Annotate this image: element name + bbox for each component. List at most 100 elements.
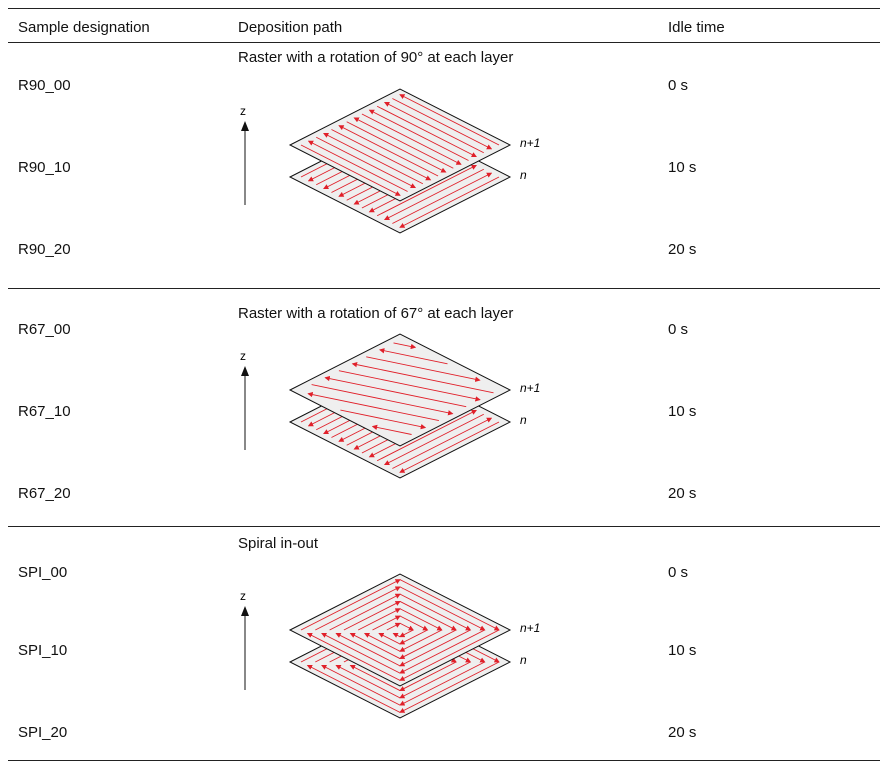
deposition-diagram-raster-90: z n+1 n: [240, 88, 540, 234]
toolpath-segment: [378, 632, 401, 645]
toolpath-segment: [338, 370, 481, 402]
toolpath-segment: [335, 664, 401, 699]
z-axis-arrowhead: [241, 366, 249, 376]
toolpath-segment: [376, 164, 477, 217]
deposition-diagram-raster-67: z n+1 n: [240, 333, 540, 479]
toolpath-segment: [399, 579, 500, 631]
idle-cell: 10 s: [668, 403, 697, 420]
toolpath-segment: [399, 629, 428, 645]
idle-cell: 10 s: [668, 159, 697, 176]
toolpath-segment: [383, 413, 484, 466]
toolpath-segment: [343, 601, 401, 631]
idle-cell: 0 s: [668, 564, 689, 581]
toolpath-segment: [329, 593, 401, 631]
sample-cell: R90_20: [18, 241, 71, 258]
idle-cell: 10 s: [668, 642, 697, 659]
toolpath-segment: [383, 101, 484, 154]
toolpath-segment: [340, 409, 427, 430]
toolpath-segment: [306, 632, 401, 681]
toolpath-segment: [307, 391, 439, 422]
toolpath-segment: [323, 132, 424, 185]
toolpath-segment: [351, 362, 494, 394]
toolpath-segment: [399, 593, 472, 631]
toolpath-segment: [331, 129, 432, 181]
toolpath-segment: [349, 664, 401, 691]
z-axis-label: z: [240, 589, 246, 603]
idle-cell: 20 s: [668, 724, 697, 741]
toolpath-segment: [371, 424, 412, 435]
group-divider: [8, 288, 880, 289]
toolpath-segment: [324, 375, 467, 408]
toolpath-segment: [376, 409, 477, 462]
layer-label-n: n: [520, 413, 527, 427]
toolpath-segment: [383, 168, 484, 221]
toolpath-segment: [392, 172, 493, 224]
group-divider: [8, 526, 880, 527]
idle-cell: 0 s: [668, 77, 689, 94]
toolpath-segment: [392, 98, 493, 150]
layer-plate: [288, 333, 512, 447]
toolpath-segment: [399, 629, 500, 681]
toolpath-segment: [399, 601, 457, 631]
z-axis-label: z: [240, 104, 246, 118]
layer-n-plus-1: [288, 88, 512, 202]
toolpath-segment: [399, 176, 500, 228]
table-bottom-rule: [8, 760, 880, 761]
toolpath-segment: [353, 117, 454, 169]
toolpath-segment: [399, 661, 485, 706]
z-axis-arrowhead: [241, 121, 249, 131]
toolpath-segment: [311, 384, 454, 416]
layer-label-n-plus-1: n+1: [520, 381, 540, 395]
toolpath-segment: [399, 661, 471, 699]
toolpath-segment: [300, 579, 401, 631]
toolpath-segment: [399, 629, 485, 674]
header-rule: [8, 42, 880, 43]
layer-n-plus-1: [288, 333, 512, 447]
toolpath-segment: [393, 342, 417, 350]
toolpath-segment: [399, 586, 486, 631]
toolpath-segment: [399, 94, 500, 146]
layer-label-n-plus-1: n+1: [520, 621, 540, 635]
idle-cell: 20 s: [668, 485, 697, 502]
toolpath-segment: [300, 144, 401, 196]
header-deposition-path: Deposition path: [238, 19, 343, 36]
layer-label-n: n: [520, 168, 527, 182]
sample-cell: R67_00: [18, 321, 71, 338]
header-idle-time: Idle time: [668, 19, 725, 36]
header-sample-designation: Sample designation: [18, 19, 150, 36]
toolpath-segment: [366, 356, 481, 382]
toolpath-segment: [346, 121, 447, 173]
sample-cell: R67_10: [18, 403, 71, 420]
toolpath-segment: [321, 632, 401, 674]
toolpath-segment: [399, 629, 471, 667]
toolpath-segment: [338, 125, 439, 177]
toolpath-segment: [399, 661, 500, 713]
toolpath-segment: [399, 615, 429, 631]
toolpath-segment: [307, 140, 408, 192]
toolpath-segment: [399, 421, 500, 473]
toolpath-segment: [349, 632, 401, 659]
toolpath-segment: [315, 586, 401, 631]
path-label: Spiral in-out: [238, 535, 319, 552]
sample-cell: SPI_00: [18, 564, 68, 581]
toolpath-segment: [335, 632, 401, 667]
toolpath-segment: [372, 615, 401, 631]
layer-plate: [288, 88, 512, 202]
toolpath-segment: [392, 417, 493, 469]
toolpath-segment: [399, 629, 457, 659]
toolpath-segment: [399, 629, 443, 652]
z-axis-label: z: [240, 349, 246, 363]
layer-label-n: n: [520, 653, 527, 667]
sample-cell: SPI_10: [18, 642, 68, 659]
deposition-diagram-spiral: z n+1 n: [240, 573, 540, 719]
sample-cell: R67_20: [18, 485, 71, 502]
sample-cell: SPI_20: [18, 724, 68, 741]
toolpath-segment: [316, 136, 417, 189]
layer-plate: [288, 573, 512, 687]
toolpath-segment: [361, 113, 462, 165]
toolpath-segment: [376, 105, 477, 158]
toolpath-segment: [399, 622, 415, 631]
toolpath-segment: [378, 348, 448, 365]
toolpath-segment: [321, 664, 401, 706]
layer-n-plus-1: [288, 573, 512, 687]
